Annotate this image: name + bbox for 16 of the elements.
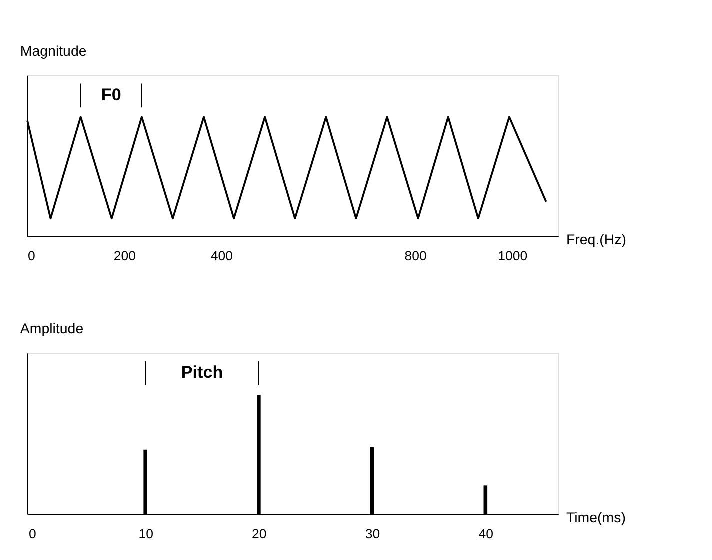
x-tick-label: 800 [404, 248, 427, 264]
x-tick-label: 30 [365, 526, 380, 542]
x-axis-title: Time(ms) [566, 510, 626, 526]
text: Pitch [181, 363, 224, 382]
x-axis-title: Freq.(Hz) [566, 232, 627, 249]
x-tick-label: 10 [138, 526, 154, 542]
x-tick-label: 0 [28, 248, 36, 264]
y-axis-title: Magnitude [20, 44, 87, 60]
x-tick-label: 400 [210, 248, 233, 264]
x-tick-label: 0 [29, 526, 36, 542]
text: F0 [101, 85, 122, 104]
x-tick-label: 20 [252, 526, 267, 542]
x-tick-label: 1000 [498, 248, 528, 264]
x-tick-label: 40 [478, 526, 494, 542]
y-axis-title: Amplitude [20, 322, 84, 338]
x-tick-label: 200 [114, 248, 136, 264]
